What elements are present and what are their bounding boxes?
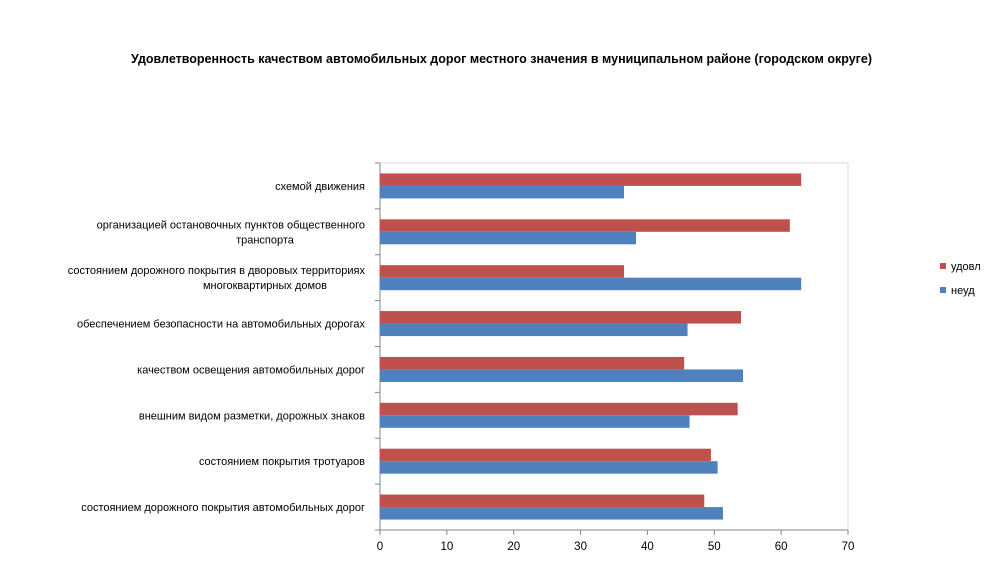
bar-udovl [380,402,738,416]
legend-swatch-neud [940,287,946,293]
category-label: обеспечением безопасности на автомобильн… [77,319,365,331]
bar-udovl [380,356,685,370]
x-tick-label: 60 [775,541,788,553]
chart-title: Удовлетворенность качеством автомобильны… [130,52,873,66]
x-tick-label: 70 [842,541,855,553]
bar-udovl [380,265,625,278]
bar-neud [380,323,688,337]
category-label: состоянием покрытия тротуаров [199,456,365,468]
bar-udovl [380,311,742,324]
category-label: качеством освещения автомобильных дорог [137,364,365,376]
bar-neud [380,277,802,291]
bar-neud [380,507,723,520]
x-tick-label: 10 [440,541,453,553]
category-label: внешним видом разметки, дорожных знаков [139,410,365,422]
bar-neud [380,461,718,474]
category-label: состоянием дорожного покрытия в дворовых… [68,265,366,277]
bar-udovl [380,448,711,462]
bar-udovl [380,494,705,508]
plot-area-frame [379,162,849,531]
legend-swatch-udovl [940,263,946,269]
category-label: транспорта [236,234,295,246]
x-tick-label: 40 [641,541,654,553]
legend-label-neud: неуд [951,285,975,297]
bar-neud [380,369,744,382]
category-label: организацией остановочных пунктов общест… [97,219,365,231]
bar-udovl [380,219,790,232]
legend-label-udovl: удовл [951,261,981,273]
category-label: состоянием дорожного покрытия автомобиль… [81,502,365,514]
bar-udovl [380,173,802,186]
category-label: схемой движения [275,181,365,193]
category-label: многоквартирных домов [203,280,327,292]
x-tick-label: 0 [377,541,383,553]
x-tick-label: 20 [507,541,520,553]
x-tick-label: 50 [708,541,721,553]
bar-neud [380,231,637,245]
bar-neud [380,415,690,428]
bar-neud [380,185,625,199]
x-tick-label: 30 [574,541,587,553]
